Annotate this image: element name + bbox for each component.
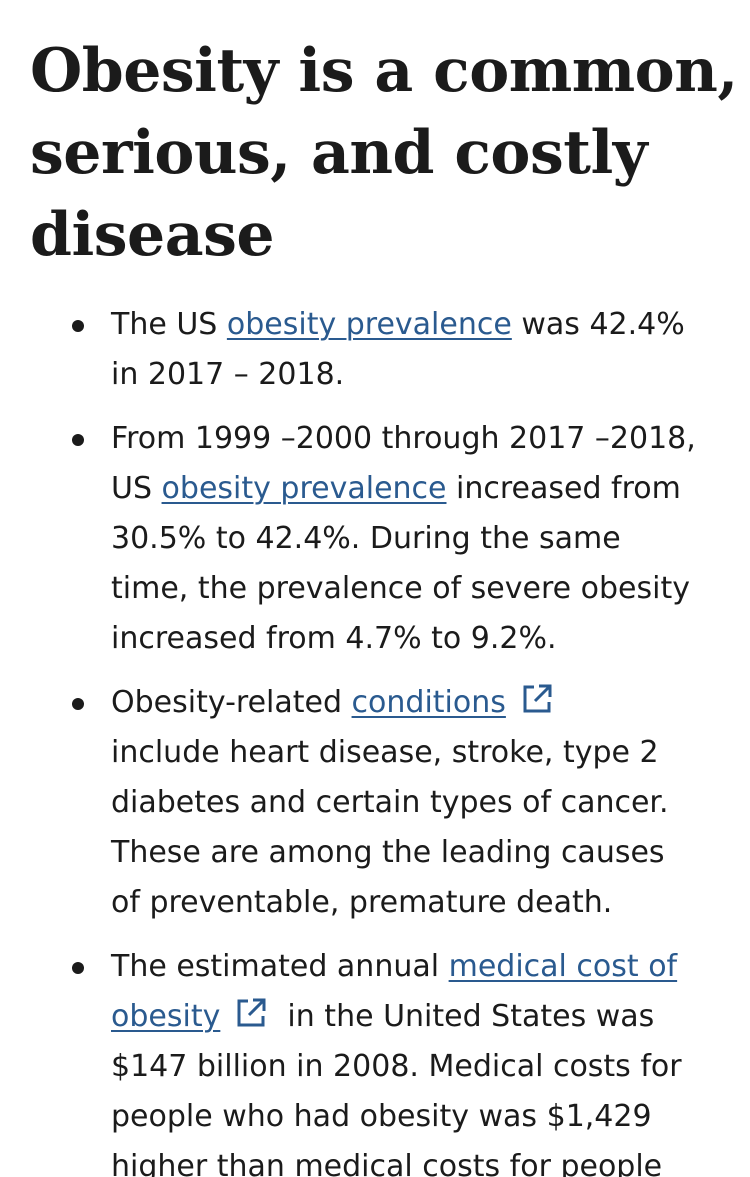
text-run: The estimated annual — [111, 949, 449, 984]
bullet-icon — [72, 320, 84, 332]
text-run: was 42.4% — [511, 307, 685, 342]
conditions-link[interactable]: conditions — [351, 685, 506, 720]
bullet-icon — [72, 698, 84, 710]
text-line: The estimated annual medical cost of — [111, 942, 731, 992]
text-run: increased from — [446, 471, 681, 506]
text-line: higher than medical costs for people — [111, 1149, 663, 1177]
page-title-line-2: serious, and costly — [30, 118, 648, 188]
page-title-line-1: Obesity is a common, — [30, 36, 738, 106]
text-line: obesity in the United States was — [111, 992, 731, 1042]
page-title: Obesity is a common, serious, and costly… — [30, 30, 738, 276]
obesity-prevalence-link[interactable]: obesity prevalence — [161, 471, 447, 506]
text-line: include heart disease, stroke, type 2 — [111, 735, 659, 770]
text-line: increased from 4.7% to 9.2%. — [111, 621, 557, 656]
external-link-icon[interactable] — [234, 996, 268, 1030]
medical-cost-of-obesity-link[interactable]: medical cost of — [448, 949, 678, 984]
external-link-icon[interactable] — [520, 682, 554, 716]
text-line: 30.5% to 42.4%. During the same — [111, 521, 621, 556]
text-run: The US — [111, 307, 227, 342]
text-line: of preventable, premature death. — [111, 885, 613, 920]
text-line: people who had obesity was $1,429 — [111, 1099, 652, 1134]
text-run: Obesity-related — [111, 685, 352, 720]
text-line: $147 billion in 2008. Medical costs for — [111, 1049, 682, 1084]
text-line: From 1999 –2000 through 2017 –2018, — [111, 421, 696, 456]
bullet-icon — [72, 962, 84, 974]
medical-cost-of-obesity-link-continued[interactable]: obesity — [111, 999, 221, 1034]
list-item: The estimated annual medical cost of obe… — [0, 942, 731, 1177]
text-line: time, the prevalence of severe obesity — [111, 571, 690, 606]
page-title-line-3: disease — [30, 200, 275, 270]
text-line: in 2017 – 2018. — [111, 357, 345, 392]
list-item: From 1999 –2000 through 2017 –2018, US o… — [0, 414, 731, 664]
text-run: US — [111, 471, 162, 506]
obesity-prevalence-link[interactable]: obesity prevalence — [226, 307, 512, 342]
facts-list: The US obesity prevalence was 42.4% in 2… — [0, 300, 750, 1177]
text-line: Obesity-related conditions — [111, 678, 731, 728]
text-line: The US obesity prevalence was 42.4% — [111, 300, 731, 350]
text-line: These are among the leading causes — [111, 835, 665, 870]
text-run: in the United States was — [268, 999, 655, 1034]
text-line: US obesity prevalence increased from — [111, 464, 731, 514]
text-line: diabetes and certain types of cancer. — [111, 785, 669, 820]
bullet-icon — [72, 434, 84, 446]
list-item: The US obesity prevalence was 42.4% in 2… — [0, 300, 731, 400]
list-item: Obesity-related conditions include heart… — [0, 678, 731, 928]
